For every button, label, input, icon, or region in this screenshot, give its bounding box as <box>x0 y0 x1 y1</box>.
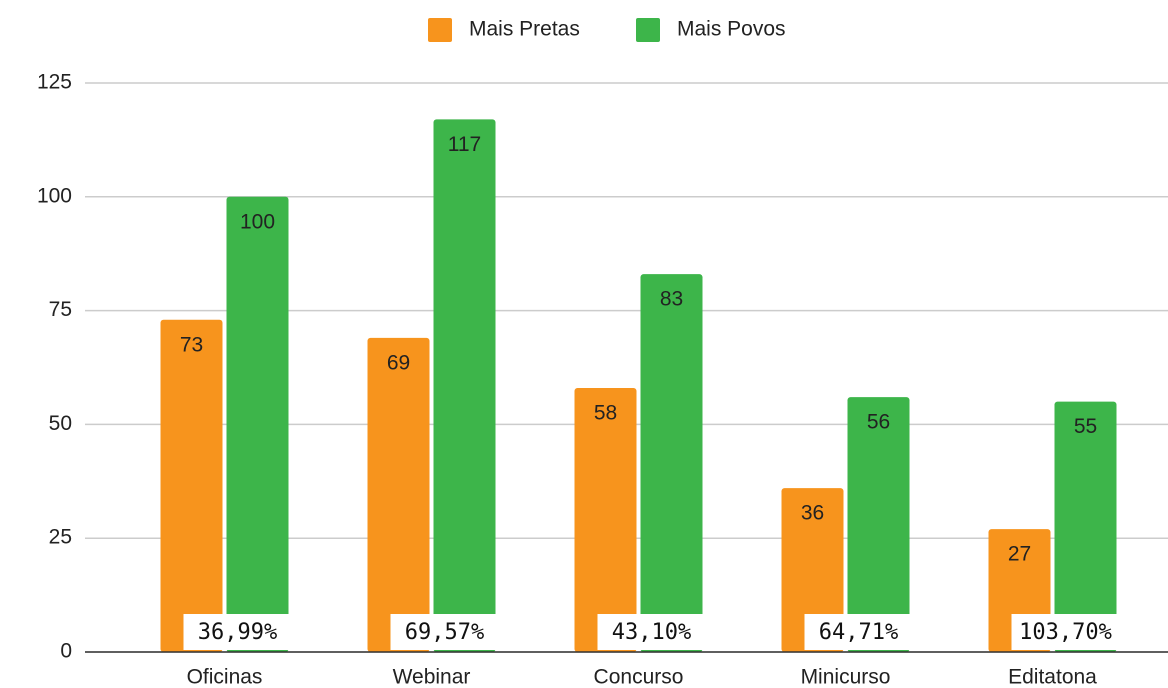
data-label: 73 <box>180 333 203 356</box>
y-tick-label: 0 <box>60 640 72 663</box>
annotation: 36,99% <box>198 620 277 645</box>
bar <box>640 274 703 652</box>
x-tick-label: Oficinas <box>187 666 263 688</box>
y-tick-label: 75 <box>49 298 72 321</box>
data-label: 69 <box>387 351 410 374</box>
annotation-box <box>1011 614 1120 650</box>
annotation-box <box>390 614 499 650</box>
legend-label: Mais Povos <box>677 18 786 41</box>
x-tick-label: Webinar <box>393 666 471 688</box>
annotation-box <box>804 614 913 650</box>
data-label: 83 <box>660 288 683 311</box>
y-tick-label: 125 <box>37 71 72 94</box>
bar <box>433 119 496 652</box>
x-tick-label: Minicurso <box>801 666 891 688</box>
data-label: 27 <box>1008 543 1031 566</box>
y-tick-label: 25 <box>49 526 72 549</box>
bar <box>1054 401 1117 652</box>
annotation: 103,70% <box>1019 620 1112 645</box>
y-tick-label: 50 <box>49 412 72 435</box>
legend-swatch <box>636 18 660 42</box>
data-label: 56 <box>867 411 890 434</box>
data-label: 55 <box>1074 415 1097 438</box>
bar <box>367 337 430 652</box>
annotation: 43,10% <box>612 620 691 645</box>
x-tick-label: Editatona <box>1008 666 1097 688</box>
bar <box>781 488 844 652</box>
bar <box>160 319 223 652</box>
legend-label: Mais Pretas <box>469 18 580 41</box>
bar <box>574 387 637 652</box>
annotation-box <box>183 614 292 650</box>
bar <box>847 397 910 652</box>
annotation-box <box>597 614 706 650</box>
annotation: 64,71% <box>819 620 898 645</box>
data-label: 100 <box>240 210 275 233</box>
data-label: 117 <box>448 133 481 156</box>
y-tick-label: 100 <box>37 184 72 207</box>
data-label: 36 <box>801 502 824 525</box>
legend-swatch <box>428 18 452 42</box>
annotation: 69,57% <box>405 620 484 645</box>
x-tick-label: Concurso <box>594 666 684 688</box>
data-label: 58 <box>594 402 617 425</box>
bar <box>226 196 289 653</box>
